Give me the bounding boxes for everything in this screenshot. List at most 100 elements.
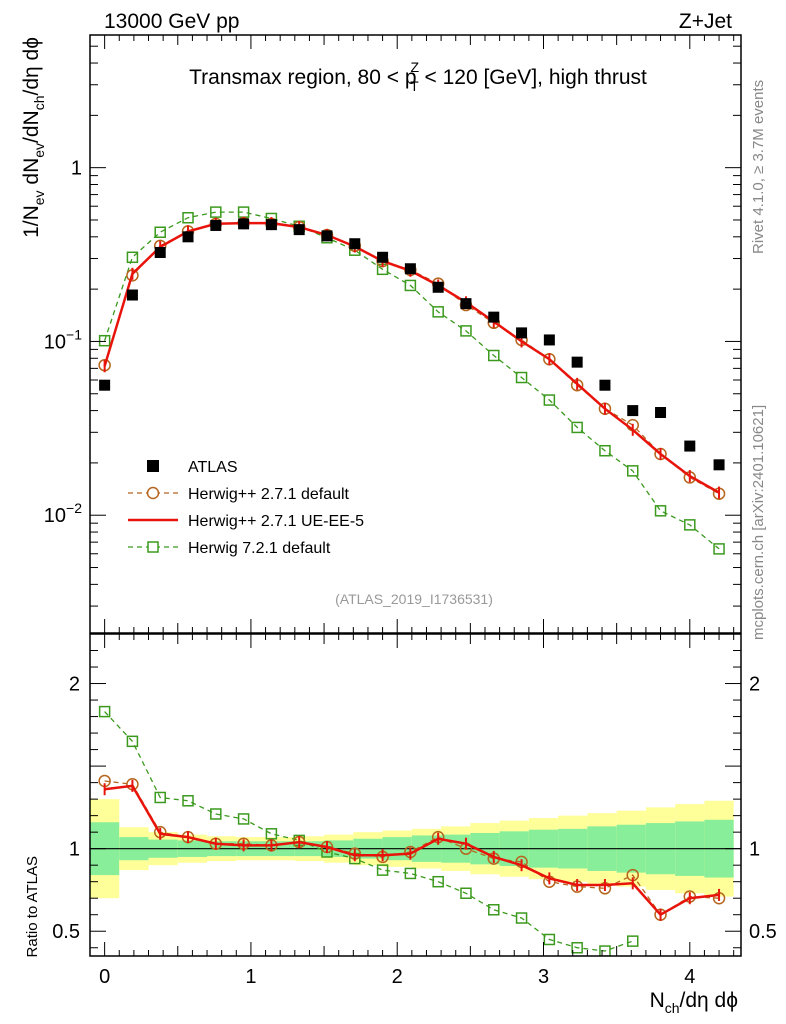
rivet-version-label: Rivet 4.1.0, ≥ 3.7M events bbox=[750, 80, 767, 254]
main-atlas-point bbox=[349, 238, 361, 250]
main-atlas-point bbox=[238, 218, 250, 230]
main-herwig7-point bbox=[515, 371, 528, 384]
main-herwig7-point bbox=[126, 251, 139, 264]
title-text-2: < 120 [GeV], high thrust bbox=[419, 66, 647, 89]
legend-atlas-marker bbox=[147, 460, 159, 472]
ylabel-part-3: dN bbox=[20, 158, 43, 191]
y-tick-exponent: −1 bbox=[66, 326, 82, 342]
ratio-herwig7-point bbox=[126, 735, 139, 748]
legend-herwig-default-marker bbox=[146, 486, 160, 500]
legend: ATLAS Herwig++ 2.7.1 default Herwig++ 2.7.… bbox=[128, 459, 364, 557]
y-tick-base: 10 bbox=[44, 331, 66, 353]
main-atlas-point bbox=[126, 289, 138, 301]
main-atlas-point bbox=[293, 224, 305, 236]
ylabel-part-2: ev bbox=[31, 190, 47, 205]
main-herwig7-point bbox=[98, 334, 111, 347]
main-squares-line bbox=[103, 211, 720, 550]
main-atlas-point bbox=[321, 230, 333, 242]
mcplots-label: mcplots.cern.ch [arXiv:2401.10621] bbox=[750, 405, 767, 640]
ratio-herwig7-point bbox=[98, 705, 111, 718]
main-herwig7-point bbox=[154, 226, 166, 238]
legend-label: Herwig++ 2.7.1 UE-EE-5 bbox=[188, 513, 364, 530]
main-herwig7-point bbox=[460, 325, 472, 337]
main-atlas-point bbox=[543, 334, 555, 346]
y-tick-base: 1 bbox=[71, 158, 82, 180]
main-herwig7-point bbox=[432, 306, 444, 318]
main-panel: 10−210−11 Transmax region, 80 < pZ T < 12… bbox=[20, 34, 742, 634]
ratio-y-tick-label-left: 1 bbox=[69, 839, 80, 861]
main-atlas-point bbox=[516, 327, 528, 339]
ratio-y-tick-label-right: 1 bbox=[749, 839, 760, 861]
main-atlas-point bbox=[713, 459, 725, 471]
y-tick-exponent: −2 bbox=[66, 500, 82, 516]
main-herwig7-point bbox=[684, 519, 696, 531]
ratio-herwig7-point bbox=[404, 867, 417, 880]
y-tick-base: 10 bbox=[44, 505, 66, 527]
main-atlas-point bbox=[265, 219, 277, 231]
xlabel-part-3: /dη dϕ bbox=[680, 989, 738, 1012]
main-herwig7-point bbox=[543, 394, 556, 406]
main-herwig7-point bbox=[488, 349, 500, 362]
y-tick-label: 10−1 bbox=[44, 326, 82, 353]
main-atlas-point bbox=[599, 379, 611, 391]
ratio-y-tick-label-right: 2 bbox=[749, 674, 760, 696]
title-superscript: Z bbox=[411, 59, 420, 75]
main-atlas-point bbox=[210, 219, 222, 231]
ratio-herwig7-point bbox=[488, 904, 500, 916]
main-herwig7-point bbox=[626, 465, 639, 477]
ratio-herwig7-point bbox=[182, 795, 194, 807]
main-frame bbox=[89, 34, 742, 634]
legend-herwig7-marker bbox=[147, 541, 159, 553]
main-atlas-point bbox=[182, 231, 194, 243]
ratio-y-tick-label-left: 0.5 bbox=[52, 921, 80, 943]
main-atlas-point bbox=[655, 407, 667, 419]
energy-label: 13000 GeV pp bbox=[104, 10, 239, 33]
ylabel-part-6: ch bbox=[31, 95, 47, 110]
ratio-herwig7-point bbox=[599, 945, 611, 956]
main-herwig7-point bbox=[182, 211, 194, 224]
ratio-y-tick-label-right: 0.5 bbox=[749, 921, 777, 943]
main-title: Transmax region, 80 < pZ T < 120 [GeV], h… bbox=[189, 59, 647, 94]
ratio-frame bbox=[89, 633, 742, 957]
legend-label: ATLAS bbox=[188, 459, 238, 476]
ratio-herwig7-point bbox=[210, 808, 222, 820]
ylabel-part-1: 1/N bbox=[20, 205, 43, 238]
main-herwig7-point bbox=[404, 279, 417, 292]
ratio-panel: 0 1 2 3 4 0.5 0.5 1 1 2 2 Ratio to ATLAS Nch/dη dϕ bbox=[24, 633, 777, 1016]
main-y-axis-label: 1/Nev dNev/dNch/dη dϕ bbox=[20, 37, 47, 238]
ratio-herwig7-point bbox=[460, 887, 472, 900]
ratio-herwig7-point bbox=[515, 912, 528, 924]
main-atlas-point bbox=[377, 251, 389, 263]
title-text-1: Transmax region, 80 < p bbox=[189, 66, 416, 89]
main-herwig7-point bbox=[571, 421, 583, 434]
x-tick-label: 0 bbox=[99, 966, 110, 988]
main-atlas-point bbox=[627, 405, 639, 417]
main-atlas-point bbox=[404, 263, 416, 275]
main-atlas-point bbox=[488, 311, 500, 323]
ratio-herwig7-point bbox=[265, 828, 278, 840]
main-atlas-point bbox=[154, 246, 166, 258]
title-subscript: T bbox=[410, 78, 419, 94]
main-herwig7-point bbox=[713, 543, 725, 555]
ratio-y-axis-label: Ratio to ATLAS bbox=[24, 856, 41, 957]
main-herwig7-point bbox=[654, 505, 667, 517]
x-tick-label: 3 bbox=[538, 966, 549, 988]
ylabel-part-5: /dN bbox=[20, 110, 43, 143]
main-atlas-point bbox=[432, 281, 444, 293]
ratio-herwig7-point bbox=[543, 933, 556, 946]
ratio-herwig7-point bbox=[237, 813, 250, 825]
x-tick-label: 2 bbox=[392, 966, 403, 988]
xlabel-part-1: N bbox=[650, 989, 665, 1012]
analysis-label: (ATLAS_2019_I1736531) bbox=[335, 591, 493, 607]
ratio-herwig7-point bbox=[376, 864, 389, 876]
process-label: Z+Jet bbox=[679, 10, 732, 33]
xlabel-part-2: ch bbox=[665, 1000, 680, 1016]
main-herwig7-point bbox=[599, 444, 611, 457]
y-tick-label: 1 bbox=[71, 158, 82, 180]
y-tick-label: 10−2 bbox=[44, 500, 82, 527]
ratio-herwig7-point bbox=[154, 791, 166, 804]
ratio-herwig7-point bbox=[626, 935, 639, 947]
ratio-y-tick-label-left: 2 bbox=[69, 674, 80, 696]
main-atlas-point bbox=[460, 298, 472, 310]
